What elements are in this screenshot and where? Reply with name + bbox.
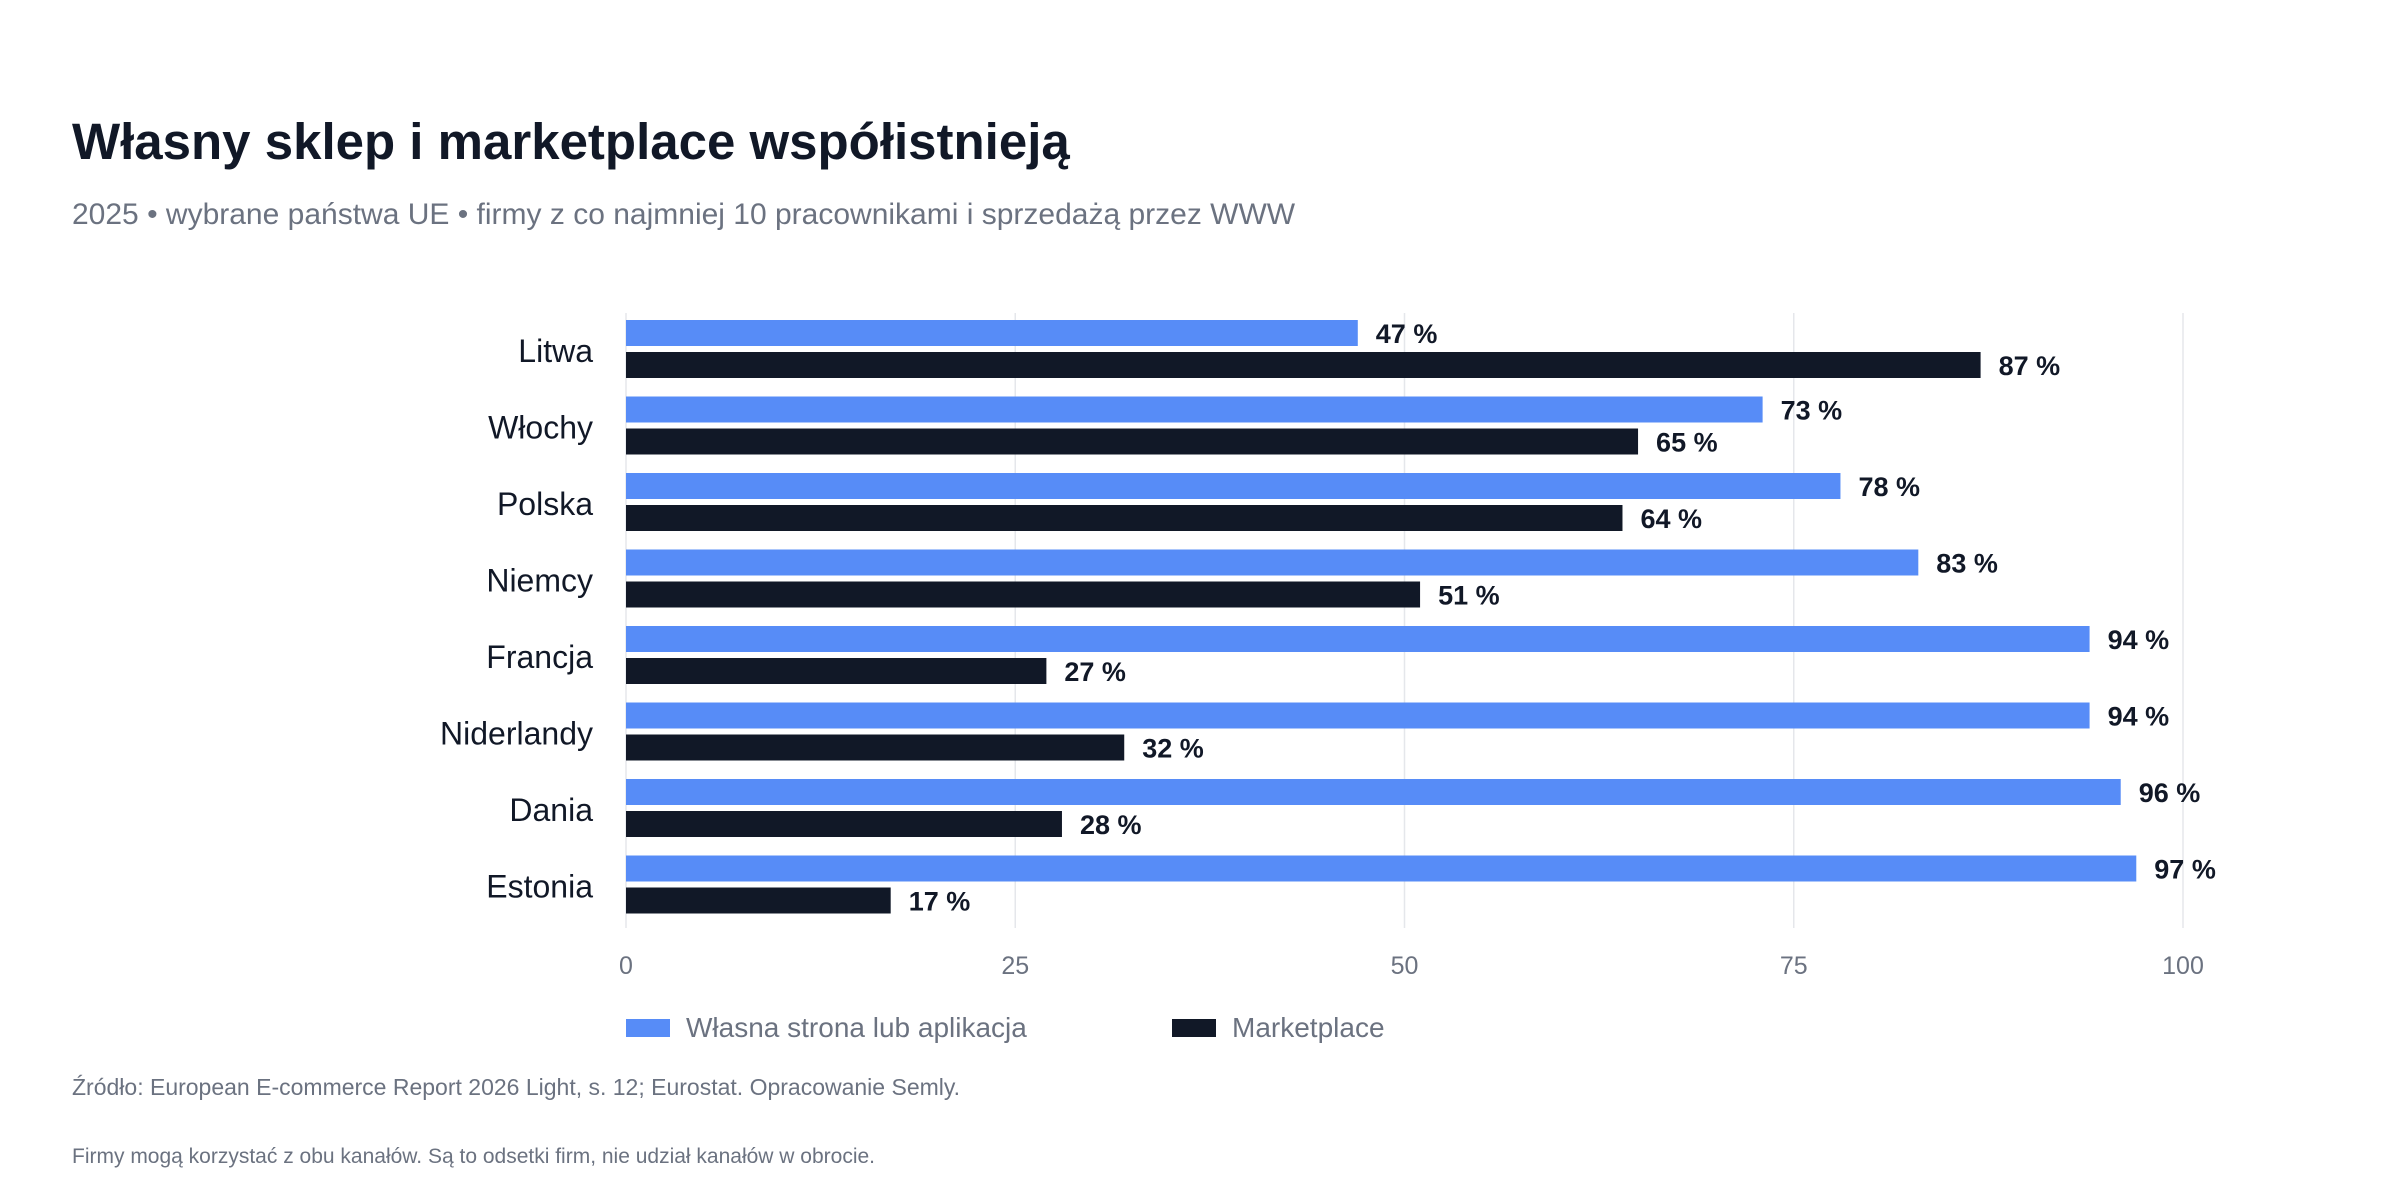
x-tick-label: 100 (2162, 952, 2204, 980)
bar-marketplace (626, 505, 1623, 531)
data-label: 97 % (2154, 855, 2216, 885)
legend-swatch-marketplace (1172, 1019, 1216, 1037)
category-label: Litwa (518, 333, 593, 369)
bar-own (626, 473, 1841, 499)
data-label: 28 % (1080, 810, 1142, 840)
legend-label-marketplace: Marketplace (1232, 1012, 1385, 1043)
bar-marketplace (626, 352, 1981, 378)
bar-marketplace (626, 811, 1062, 837)
legend-label-own: Własna strona lub aplikacja (686, 1012, 1027, 1043)
x-tick-label: 25 (1001, 952, 1029, 980)
chart-subtitle: 2025 • wybrane państwa UE • firmy z co n… (72, 198, 1296, 231)
category-label: Estonia (486, 869, 593, 905)
x-tick-label: 50 (1391, 952, 1419, 980)
bar-own (626, 626, 2090, 652)
bar-own (626, 320, 1358, 346)
data-label: 51 % (1438, 581, 1500, 611)
legend-item-marketplace: Marketplace (1172, 1008, 1385, 1048)
category-label: Francja (486, 639, 593, 675)
data-label: 94 % (2108, 625, 2170, 655)
bar-own (626, 855, 2137, 882)
legend-item-own: Własna strona lub aplikacja (626, 1008, 1027, 1048)
bar-own (626, 396, 1763, 423)
category-label: Polska (497, 486, 593, 522)
bar-own (626, 549, 1919, 576)
category-label: Dania (509, 792, 593, 828)
data-label: 65 % (1656, 428, 1718, 458)
bar-marketplace (626, 734, 1125, 761)
source-note: Źródło: European E-commerce Report 2026 … (72, 1074, 961, 1100)
data-label: 78 % (1858, 472, 1920, 502)
bar-chart: 0 25 50 75 100 Litwa 47 % 87 % Włochy 73 % 65 % Pol… (440, 313, 2216, 980)
data-label: 94 % (2108, 702, 2170, 732)
category-label: Włochy (488, 410, 593, 446)
chart-title: Własny sklep i marketplace współistnieją (72, 113, 1070, 170)
data-label: 83 % (1936, 549, 1998, 579)
data-label: 32 % (1142, 734, 1204, 764)
data-label: 64 % (1640, 504, 1702, 534)
data-label: 17 % (909, 887, 971, 917)
footnote: Firmy mogą korzystać z obu kanałów. Są t… (72, 1145, 876, 1168)
x-tick-label: 0 (619, 952, 633, 980)
data-label: 96 % (2139, 778, 2201, 808)
bar-own (626, 702, 2090, 729)
data-label: 73 % (1781, 396, 1843, 426)
category-label: Niemcy (486, 563, 593, 599)
bar-own (626, 779, 2121, 805)
x-tick-label: 75 (1780, 952, 1808, 980)
data-label: 47 % (1376, 319, 1438, 349)
bar-marketplace (626, 581, 1421, 608)
data-label: 87 % (1999, 351, 2061, 381)
bar-marketplace (626, 428, 1639, 455)
legend-swatch-own (626, 1019, 670, 1037)
bar-marketplace (626, 658, 1047, 684)
bar-marketplace (626, 887, 891, 914)
data-label: 27 % (1064, 657, 1126, 687)
category-label: Niderlandy (440, 716, 593, 752)
